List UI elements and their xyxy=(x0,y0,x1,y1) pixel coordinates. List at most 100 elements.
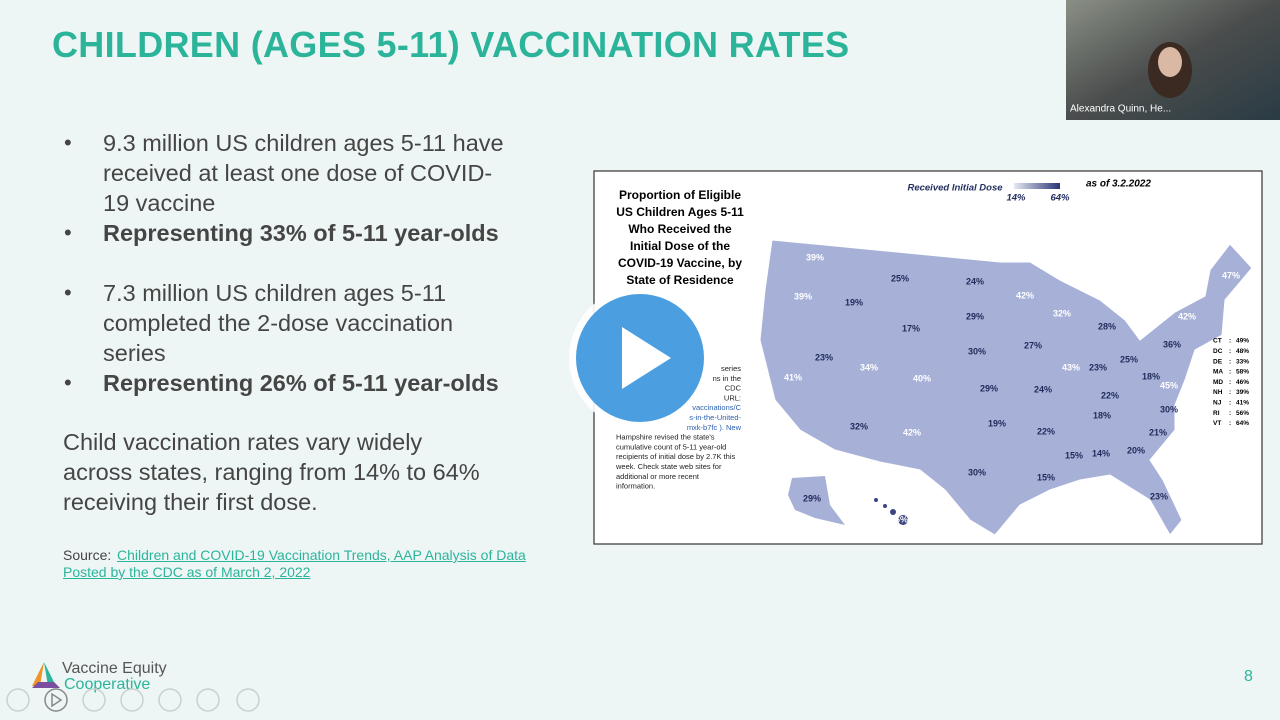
map-footnote: vaccinations/C xyxy=(692,403,741,412)
control-play[interactable] xyxy=(44,688,68,712)
control-next[interactable] xyxy=(120,688,144,712)
map-footnote: additional or more recent xyxy=(616,472,700,481)
bullet-text: 9.3 million US children ages 5-11 have xyxy=(103,130,504,156)
state-label: 25% xyxy=(1120,354,1138,364)
table-state: MD xyxy=(1213,379,1223,386)
map-footnote: week. Check state web sites for xyxy=(615,462,722,471)
state-label: 29% xyxy=(803,493,821,503)
control-zoom[interactable] xyxy=(158,688,182,712)
slide-title: CHILDREN (AGES 5-11) VACCINATION RATES xyxy=(52,24,850,65)
table-value: 39% xyxy=(1236,389,1249,396)
state-label: 14% xyxy=(1092,448,1110,458)
control-prev[interactable] xyxy=(6,688,30,712)
play-button[interactable] xyxy=(569,287,711,429)
page-number: 8 xyxy=(1244,668,1253,685)
state-label: 32% xyxy=(1053,308,1071,318)
state-label: 42% xyxy=(1178,311,1196,321)
table-value: 41% xyxy=(1236,400,1249,407)
paragraph-line: Child vaccination rates vary widely xyxy=(63,429,423,455)
map-footnote: ns in the xyxy=(713,374,741,383)
state-label: 20% xyxy=(1127,445,1145,455)
map-footnote: cumulative count of 5-11 year-old xyxy=(616,442,726,451)
state-label: 28% xyxy=(1098,321,1116,331)
control-more[interactable] xyxy=(236,688,260,712)
bullet-text: completed the 2-dose vaccination xyxy=(103,310,454,336)
table-value: 48% xyxy=(1236,348,1249,355)
state-label: 34% xyxy=(860,362,878,372)
state-label: 21% xyxy=(1149,427,1167,437)
bullet-text: 7.3 million US children ages 5-11 xyxy=(103,280,447,306)
table-sep: : xyxy=(1229,410,1231,417)
state-label: 19% xyxy=(988,418,1006,428)
bullet-text: 19 vaccine xyxy=(103,190,216,216)
bullet-dot: • xyxy=(64,220,72,245)
alaska xyxy=(788,476,845,525)
state-label: 17% xyxy=(902,323,920,333)
bullet-text: received at least one dose of COVID- xyxy=(103,160,493,186)
state-label: 18% xyxy=(1142,371,1160,381)
map-title-line: COVID-19 Vaccine, by xyxy=(618,256,742,270)
map-footnote: recipients of initial dose by 2.7K this xyxy=(616,452,735,461)
map-title-line: Proportion of Eligible xyxy=(619,188,741,202)
state-label: 23% xyxy=(815,352,833,362)
state-label: 27% xyxy=(1024,340,1042,350)
map-title-line: Who Received the xyxy=(628,222,732,236)
state-label: 15% xyxy=(1037,472,1055,482)
table-state: MA xyxy=(1213,369,1223,376)
state-label: 32% xyxy=(850,421,868,431)
map-footnote: mxk-b7fc ). New xyxy=(687,423,742,432)
bullet-dot: • xyxy=(64,370,72,395)
state-label: 23% xyxy=(1089,362,1107,372)
bullet-text: Representing 33% of 5-11 year-olds xyxy=(103,220,499,246)
table-state: VT xyxy=(1213,420,1221,427)
legend-gradient xyxy=(1014,183,1060,189)
table-state: DC xyxy=(1213,348,1223,355)
state-label: 41% xyxy=(784,372,802,382)
state-label: 23% xyxy=(1150,491,1168,501)
state-label: 39% xyxy=(794,291,812,301)
table-value: 56% xyxy=(1236,410,1249,417)
table-sep: : xyxy=(1229,379,1231,386)
table-state: NH xyxy=(1213,389,1223,396)
bullet-text: series xyxy=(103,340,166,366)
table-state: RI xyxy=(1213,410,1220,417)
state-label: 18% xyxy=(1093,410,1111,420)
date: 3.2.2022 xyxy=(1112,179,1151,190)
map-footnote: s-in-the-United- xyxy=(689,413,741,422)
state-label: 45% xyxy=(1160,380,1178,390)
state-label: 22% xyxy=(1101,390,1119,400)
participant-name: Alexandra Quinn, He... xyxy=(1070,104,1171,115)
table-sep: : xyxy=(1229,420,1231,427)
map-frame xyxy=(593,170,1263,545)
source-link[interactable]: Posted by the CDC as of March 2, 2022 xyxy=(63,564,311,580)
state-label: 39% xyxy=(806,252,824,262)
control-pen[interactable] xyxy=(82,688,106,712)
state-label: 29% xyxy=(966,311,984,321)
source-label: Source: xyxy=(63,547,112,563)
table-value: 64% xyxy=(1236,420,1249,427)
state-label: 30% xyxy=(968,467,986,477)
bullet-dot: • xyxy=(64,130,72,155)
state-label: 30% xyxy=(968,346,986,356)
state-label: 22% xyxy=(1037,426,1055,436)
map-footnote: CDC xyxy=(725,384,742,393)
player-controls xyxy=(6,688,260,712)
control-grid[interactable] xyxy=(196,688,220,712)
table-state: NJ xyxy=(1213,400,1222,407)
logo-icon xyxy=(32,662,60,688)
state-label: 47% xyxy=(1222,270,1240,280)
state-label: 40% xyxy=(913,373,931,383)
hawaii xyxy=(874,498,908,525)
map-footnote: URL: xyxy=(724,393,741,402)
table-sep: : xyxy=(1229,348,1231,355)
source-link[interactable]: Children and COVID-19 Vaccination Trends… xyxy=(117,547,526,563)
table-value: 33% xyxy=(1236,358,1249,365)
state-label: 30% xyxy=(1160,404,1178,414)
state-label: 15% xyxy=(1065,450,1083,460)
logo-text: Vaccine Equity xyxy=(62,660,167,677)
map-title-line: Initial Dose of the xyxy=(630,239,730,253)
table-value: 46% xyxy=(1236,379,1249,386)
state-label: 46% xyxy=(890,514,908,524)
map-title-line: State of Residence xyxy=(626,273,734,287)
